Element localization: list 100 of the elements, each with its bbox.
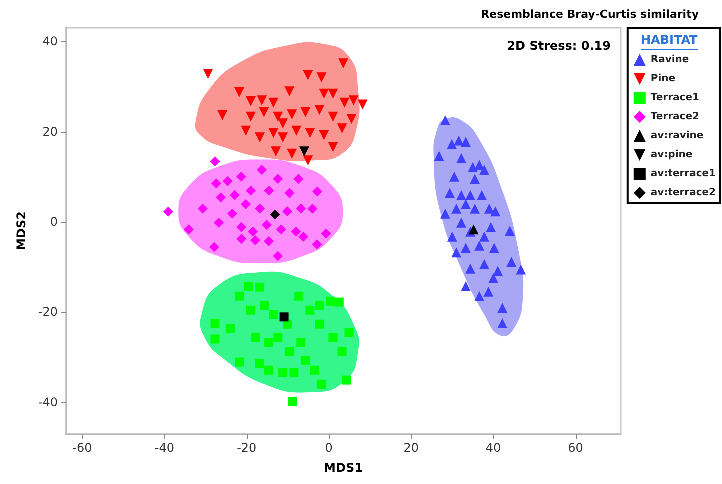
x-tick-label: 60: [568, 441, 584, 455]
point: [498, 303, 508, 314]
y-tick-label: -20: [38, 305, 58, 320]
point: [216, 192, 226, 203]
annotation: 2D Stress: 0.19: [507, 39, 612, 53]
point: [285, 347, 294, 356]
point: [461, 199, 472, 210]
point: [466, 264, 476, 274]
point: [337, 124, 348, 134]
point: [358, 100, 368, 110]
point: [255, 132, 266, 143]
point: [246, 306, 256, 315]
legend-label: Terrace1: [650, 92, 700, 104]
point: [236, 172, 247, 182]
point: [480, 165, 490, 176]
point: [259, 107, 270, 118]
x-tick-label: -60: [72, 441, 92, 455]
legend-label: av:terrace2: [650, 188, 716, 198]
point: [264, 186, 274, 196]
point: [461, 243, 472, 254]
point: [342, 376, 352, 385]
point: [315, 320, 324, 329]
point: [316, 72, 327, 83]
y-axis-title: MDS2: [14, 212, 28, 250]
point: [280, 312, 289, 322]
point: [315, 301, 324, 310]
point: [484, 286, 494, 297]
point: [234, 292, 244, 301]
point: [284, 86, 295, 97]
point: [468, 162, 478, 172]
legend-label: av:pine: [650, 150, 693, 160]
point: [288, 397, 298, 406]
point: [296, 204, 306, 214]
point: [211, 178, 222, 189]
point: [251, 333, 260, 342]
point: [328, 333, 338, 342]
point: [296, 338, 306, 348]
point: [273, 251, 284, 262]
point: [306, 306, 315, 315]
point: [486, 222, 496, 232]
point: [506, 257, 517, 268]
point: [440, 208, 450, 219]
point: [163, 207, 174, 218]
point: [257, 96, 268, 106]
legend-title: HABITAT: [641, 33, 699, 47]
point: [226, 324, 235, 334]
point: [230, 190, 240, 200]
point: [203, 69, 214, 80]
point: [218, 110, 228, 121]
point: [470, 174, 480, 184]
point: [273, 174, 284, 184]
point: [210, 318, 220, 328]
point: [299, 146, 310, 157]
point: [303, 70, 314, 80]
point: [244, 282, 254, 291]
legend-label: Terrace2: [650, 112, 700, 122]
point: [338, 58, 348, 69]
point: [319, 88, 330, 99]
point: [452, 248, 462, 258]
point: [312, 240, 322, 250]
point: [262, 220, 272, 230]
y-tick-label: 40: [42, 34, 58, 49]
point: [308, 204, 318, 214]
point: [440, 115, 450, 126]
point: [346, 114, 357, 124]
point: [298, 232, 309, 242]
point: [257, 165, 268, 176]
point: [250, 235, 261, 246]
x-axis-title: MDS1: [324, 461, 363, 475]
point: [456, 153, 466, 164]
point: [305, 128, 316, 138]
point: [454, 136, 464, 146]
point: [260, 301, 270, 310]
point: [310, 366, 320, 375]
point: [282, 206, 293, 217]
point: [274, 333, 283, 342]
x-tick-label: 40: [486, 441, 502, 455]
point: [452, 204, 462, 214]
point: [210, 334, 220, 344]
point: [456, 190, 466, 200]
y-tick-label: 20: [42, 124, 58, 139]
legend-label: Pine: [650, 74, 676, 84]
point: [328, 142, 338, 152]
point: [292, 126, 302, 136]
point: [268, 128, 279, 138]
x-tick-label: -20: [237, 441, 257, 455]
x-tick-label: 20: [404, 441, 419, 455]
point: [287, 148, 298, 159]
point: [234, 88, 244, 98]
point: [256, 359, 265, 368]
point: [516, 264, 526, 275]
point: [470, 204, 480, 214]
point: [214, 218, 224, 228]
point: [278, 118, 288, 129]
point: [340, 98, 350, 108]
point: [477, 190, 488, 200]
point: [456, 218, 466, 228]
point: [255, 204, 266, 214]
point: [348, 96, 359, 106]
point: [228, 208, 238, 219]
